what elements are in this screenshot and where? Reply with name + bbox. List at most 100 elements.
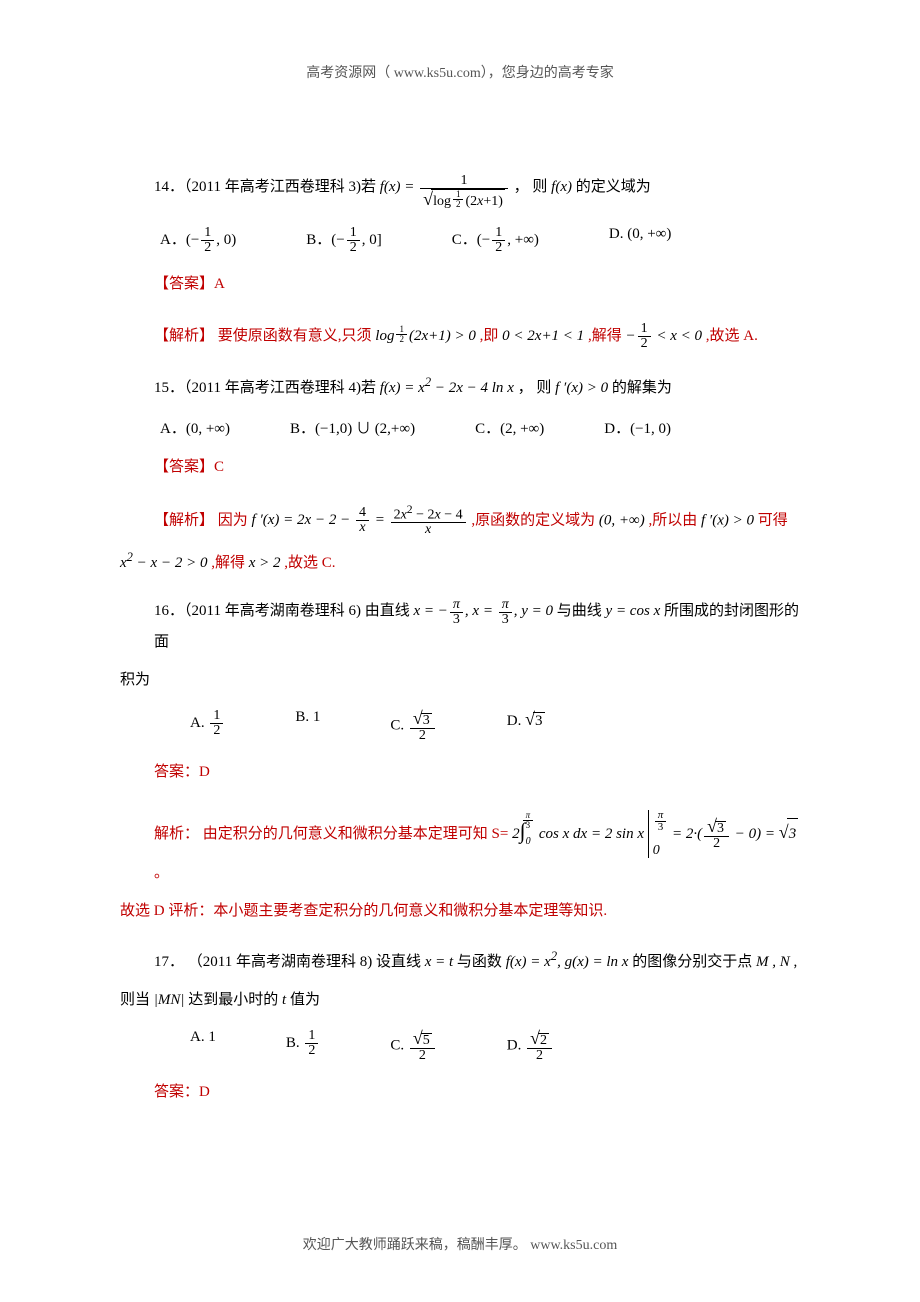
q17-m3: M , N [756,954,790,970]
q15-expl-m2: (0, +∞) [599,512,645,528]
q17-l2-t2: 达到最小时的 [188,992,282,1008]
q14-expl-t4: ,故选 A. [706,328,758,344]
q15-mid: ， 则 [518,380,556,396]
page-container: 高考资源网（ www.ks5u.com），您身边的高考专家 14．（2011 年… [0,0,920,1302]
q14-expl-m2: 0 < 2x+1 < 1 [502,328,584,344]
q17-answer-label: 答案： [154,1084,199,1100]
q14-expl-m1: log12(2x+1) > 0 [375,328,476,344]
q15-func: f(x) = x2 − 2x − 4 ln x [380,380,514,396]
q14-func: f(x) = 1 log12(2x+1) [380,179,514,195]
q17-l2-t3: 值为 [290,992,320,1008]
q15-expl-t2: ,原函数的定义域为 [471,512,599,528]
q14-answer: 【答案】A [120,269,800,299]
q14-expl-t1: 要使原函数有意义,只须 [218,328,376,344]
q16-answer-label: 答案： [154,764,199,780]
q17-m1: x = t [425,954,453,970]
q15-stem: 15．（2011 年高考江西卷理科 4)若 f(x) = x2 − 2x − 4… [120,370,800,403]
q15-expl-t1: 因为 [218,512,252,528]
q17-t4: , [794,954,798,970]
q15-choice-c: C．(2, +∞) [475,417,544,438]
q16-expl-integral: 2∫0π3 cos x dx = 2 sin x π30 = 2·(32 − 0… [512,826,798,842]
q16-stem-l2: 积为 [120,665,800,695]
q14-prefix: 14．（2011 年高考江西卷理科 3)若 [154,179,380,195]
q14-answer-value: A [214,276,225,292]
q15-expl-label: 【解析】 [154,512,214,528]
q17-choices: A. 1 B. 12 C. 52 D. 22 [120,1029,800,1063]
q14-choice-a: A．(−12, 0) [160,226,236,255]
question-16: 16．（2011 年高考湖南卷理科 6) 由直线 x = −π3, x = π3… [120,596,800,926]
q14-fx: f(x) [551,179,572,195]
q16-t2: 与曲线 [557,603,606,619]
q16-choice-a: A. 12 [190,709,225,743]
q17-l2-t1: 则当 [120,992,154,1008]
q16-expl-label: 解析： [154,826,199,842]
q14-explanation: 【解析】 要使原函数有意义,只须 log12(2x+1) > 0 ,即 0 < … [120,321,800,352]
q15-expl2-t1: ,解得 [211,555,249,571]
q15-expl-m1: f ′(x) = 2x − 2 − 4x = 2x2 − 2x − 4x [252,512,468,528]
q16-choice-c: C. 32 [390,709,436,743]
q14-expl-t2: ,即 [480,328,503,344]
q17-choice-c: C. 52 [390,1029,436,1063]
question-14: 14．（2011 年高考江西卷理科 3)若 f(x) = 1 log12(2x+… [120,172,800,352]
q17-choice-a: A. 1 [190,1029,216,1063]
q17-answer: 答案：D [120,1077,800,1107]
q15-expl-m3: f ′(x) > 0 [701,512,754,528]
q16-conclusion: 故选 D 评析：本小题主要考查定积分的几何意义和微积分基本定理等知识. [120,896,800,926]
q14-suffix: 的定义域为 [576,179,651,195]
q15-answer-label: 【答案】 [154,459,214,475]
q17-l2-m2: t [282,992,286,1008]
q16-choices: A. 12 B. 1 C. 32 D. 3 [120,709,800,743]
q16-answer-value: D [199,764,210,780]
question-17: 17． （2011 年高考湖南卷理科 8) 设直线 x = t 与函数 f(x)… [120,944,800,1107]
q15-explanation-l2: x2 − x − 2 > 0 ,解得 x > 2 ,故选 C. [120,545,800,578]
q14-stem: 14．（2011 年高考江西卷理科 3)若 f(x) = 1 log12(2x+… [120,172,800,212]
q15-choices: A．(0, +∞) B．(−1,0) ∪ (2,+∞) C．(2, +∞) D．… [120,417,800,438]
question-15: 15．（2011 年高考江西卷理科 4)若 f(x) = x2 − 2x − 4… [120,370,800,579]
q17-l2-m1: |MN| [154,992,185,1008]
q16-m1: x = −π3, x = π3, y = 0 [413,603,553,619]
q15-expl2-t2: ,故选 C. [284,555,335,571]
q15-deriv: f ′(x) > 0 [555,380,608,396]
q17-m2: f(x) = x2, g(x) = ln x [506,954,629,970]
q17-stem-l1: 17． （2011 年高考湖南卷理科 8) 设直线 x = t 与函数 f(x)… [120,944,800,977]
q14-expl-t3: ,解得 [588,328,626,344]
q17-prefix: 17． （2011 年高考湖南卷理科 8) 设直线 [154,954,425,970]
q16-expl-t1: 由定积分的几何意义和微积分基本定理可知 S= [203,826,512,842]
q17-answer-value: D [199,1084,210,1100]
q17-stem-l2: 则当 |MN| 达到最小时的 t 值为 [120,985,800,1015]
q15-suffix: 的解集为 [612,380,672,396]
q14-expl-m3: −12 < x < 0 [625,328,702,344]
q14-choice-c: C．(−12, +∞) [452,226,539,255]
q15-answer-value: C [214,459,224,475]
q16-m2: y = cos x [606,603,661,619]
q15-choice-d: D．(−1, 0) [604,417,671,438]
q15-expl2-m1: x2 − x − 2 > 0 [120,555,207,571]
q14-expl-label: 【解析】 [154,328,214,344]
q16-stem-l1: 16．（2011 年高考湖南卷理科 6) 由直线 x = −π3, x = π3… [120,596,800,656]
q16-choice-b: B. 1 [295,709,320,743]
q16-answer: 答案：D [120,757,800,787]
q15-answer: 【答案】C [120,452,800,482]
q15-prefix: 15．（2011 年高考江西卷理科 4)若 [154,380,380,396]
q15-expl2-m2: x > 2 [249,555,281,571]
q16-expl-period: 。 [154,865,169,881]
q14-answer-label: 【答案】 [154,276,214,292]
q16-explanation: 解析： 由定积分的几何意义和微积分基本定理可知 S= 2∫0π3 cos x d… [120,809,800,889]
q15-explanation-l1: 【解析】 因为 f ′(x) = 2x − 2 − 4x = 2x2 − 2x … [120,504,800,538]
q14-choice-d: D. (0, +∞) [609,226,671,255]
q15-expl-t4: 可得 [758,512,788,528]
q15-choice-b: B．(−1,0) ∪ (2,+∞) [290,417,415,438]
q16-choice-d: D. 3 [507,709,545,743]
page-footer: 欢迎广大教师踊跃来稿，稿酬丰厚。 www.ks5u.com [120,1234,800,1254]
q14-mid: ， 则 [514,179,552,195]
q17-choice-d: D. 22 [507,1029,554,1063]
q17-t2: 与函数 [457,954,506,970]
q17-t3: 的图像分别交于点 [632,954,756,970]
page-header: 高考资源网（ www.ks5u.com），您身边的高考专家 [120,62,800,82]
q15-expl-t3: ,所以由 [648,512,701,528]
q16-prefix: 16．（2011 年高考湖南卷理科 6) 由直线 [154,603,413,619]
q15-choice-a: A．(0, +∞) [160,417,230,438]
q17-choice-b: B. 12 [286,1029,321,1063]
q14-choice-b: B．(−12, 0] [306,226,381,255]
q14-choices: A．(−12, 0) B．(−12, 0] C．(−12, +∞) D. (0,… [120,226,800,255]
